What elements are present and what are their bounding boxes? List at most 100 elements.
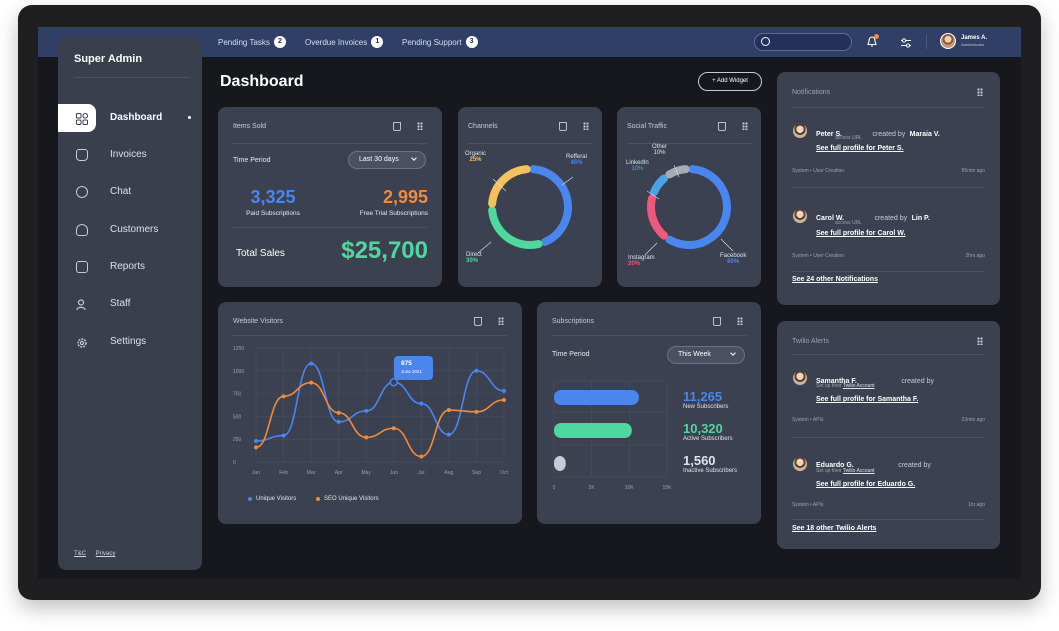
sidebar-item-settings[interactable]: Settings: [58, 328, 202, 356]
bar-new-subscribers[interactable]: [554, 390, 639, 405]
data-point[interactable]: [309, 361, 314, 366]
search-input[interactable]: [754, 33, 852, 51]
data-point[interactable]: [281, 394, 286, 399]
profile-link[interactable]: See full profile for Eduardo G.: [816, 481, 916, 488]
donut-slice-linkedin[interactable]: [650, 174, 669, 197]
highlighted-data-point[interactable]: [389, 377, 399, 387]
privacy-link[interactable]: Privacy: [95, 551, 116, 557]
sidebar-item-chat[interactable]: Chat: [58, 178, 202, 206]
data-point[interactable]: [446, 408, 451, 413]
filter-settings-icon[interactable]: [900, 36, 912, 48]
data-point[interactable]: [419, 401, 424, 406]
drag-handle-icon[interactable]: [498, 317, 504, 325]
terms-link[interactable]: T&C: [74, 551, 86, 557]
delete-icon[interactable]: [474, 317, 482, 326]
organic-name: Organic: [465, 151, 487, 157]
data-point[interactable]: [474, 368, 479, 373]
pending-support-link[interactable]: Pending Support 3: [402, 36, 478, 48]
card-divider: [468, 143, 592, 144]
channels-arcs: [488, 165, 572, 249]
social-arcs: [647, 165, 731, 249]
reports-icon: [76, 261, 88, 273]
data-point[interactable]: [254, 445, 258, 450]
facebook-pct: 60%: [727, 259, 740, 265]
bar-inactive-subscribers[interactable]: [554, 456, 566, 471]
profile-link[interactable]: See full profile for Samantha F.: [816, 396, 919, 403]
card-title: Social Traffic: [627, 123, 667, 130]
bar-active-subscribers[interactable]: [554, 423, 632, 438]
x-tick-label: Apr: [335, 470, 343, 476]
card-divider: [627, 143, 751, 144]
app-screen: Pending Tasks 2 Overdue Invoices 1 Pendi…: [38, 27, 1021, 579]
drag-handle-icon[interactable]: [977, 337, 983, 345]
delete-icon[interactable]: [559, 122, 567, 131]
donut-slice-direct[interactable]: [488, 206, 543, 249]
drag-handle-icon[interactable]: [742, 122, 748, 130]
sidebar-item-dashboard[interactable]: Dashboard: [58, 104, 202, 132]
data-point[interactable]: [364, 435, 369, 440]
data-point[interactable]: [336, 410, 341, 415]
data-point[interactable]: [419, 454, 424, 459]
website-visitors-card: Website Visitors 0 250 500 750 1000 1250 Jan Fe…: [218, 302, 522, 524]
drag-handle-icon[interactable]: [737, 317, 743, 325]
user-avatar[interactable]: [940, 33, 956, 49]
add-widget-button[interactable]: + Add Widget: [698, 72, 762, 91]
sidebar-item-reports[interactable]: Reports: [58, 253, 202, 281]
donut-slice-other[interactable]: [665, 165, 690, 179]
data-point[interactable]: [502, 397, 506, 402]
notification-creator: Lin P.: [911, 215, 930, 222]
card-divider: [792, 187, 985, 188]
drag-handle-icon[interactable]: [583, 122, 589, 130]
x-tick-label: Jun: [390, 470, 398, 476]
twilio-account-link[interactable]: Twilio Account: [842, 468, 875, 474]
see-more-alerts-link[interactable]: See 18 other Twilio Alerts: [792, 525, 877, 532]
topbar-divider: [926, 35, 927, 49]
legend-unique-visitors[interactable]: Unique Visitors: [248, 496, 296, 502]
twilio-account-link[interactable]: Twilio Account: [842, 383, 875, 389]
drag-handle-icon[interactable]: [977, 88, 983, 96]
data-point[interactable]: [502, 388, 506, 393]
chart-series: [254, 361, 506, 459]
data-point[interactable]: [474, 409, 479, 414]
legend-seo-visitors[interactable]: SEO Unique Visitors: [316, 496, 379, 502]
sidebar-item-staff[interactable]: Staff: [58, 290, 202, 318]
data-point[interactable]: [364, 408, 369, 413]
time-period-select[interactable]: Last 30 days: [348, 151, 426, 169]
card-title: Channels: [468, 123, 498, 130]
chevron-down-icon: [730, 350, 736, 356]
data-point[interactable]: [336, 419, 341, 424]
drag-handle-icon[interactable]: [417, 122, 423, 130]
donut-slice-organic[interactable]: [488, 165, 531, 208]
data-point[interactable]: [281, 433, 286, 438]
profile-link[interactable]: See full profile for Peter S.: [816, 145, 904, 152]
profile-link[interactable]: See full profile for Carol W.: [816, 230, 906, 237]
delete-icon[interactable]: [718, 122, 726, 131]
data-point[interactable]: [309, 380, 314, 385]
sidebar-item-invoices[interactable]: Invoices: [58, 141, 202, 169]
alert-time: 1hr ago: [968, 502, 985, 508]
donut-slice-instagram[interactable]: [647, 194, 669, 240]
overdue-invoices-badge: 1: [371, 36, 384, 48]
donut-slice-refferal[interactable]: [529, 165, 572, 246]
card-divider: [552, 335, 746, 336]
see-more-notifications-link[interactable]: See 24 other Notifications: [792, 276, 878, 283]
chat-icon: [76, 186, 88, 198]
time-period-value: Last 30 days: [359, 156, 399, 163]
data-point[interactable]: [446, 432, 451, 437]
sidebar-divider: [74, 77, 190, 78]
data-point[interactable]: [254, 439, 258, 444]
x-tick-label: 5K: [589, 485, 596, 491]
notification-bell-icon[interactable]: [867, 34, 879, 47]
card-divider: [792, 354, 985, 355]
sidebar-item-label: Customers: [110, 224, 159, 235]
delete-icon[interactable]: [713, 317, 721, 326]
sidebar-item-customers[interactable]: Customers: [58, 216, 202, 244]
x-tick-label: Sep: [472, 470, 481, 476]
pending-tasks-link[interactable]: Pending Tasks 2: [218, 36, 286, 48]
donut-slice-facebook[interactable]: [665, 165, 731, 249]
time-period-select[interactable]: This Week: [667, 346, 745, 364]
alert-item: Eduardo G. created by: [816, 454, 991, 472]
delete-icon[interactable]: [393, 122, 401, 131]
overdue-invoices-link[interactable]: Overdue Invoices 1: [305, 36, 384, 48]
data-point[interactable]: [391, 426, 396, 431]
